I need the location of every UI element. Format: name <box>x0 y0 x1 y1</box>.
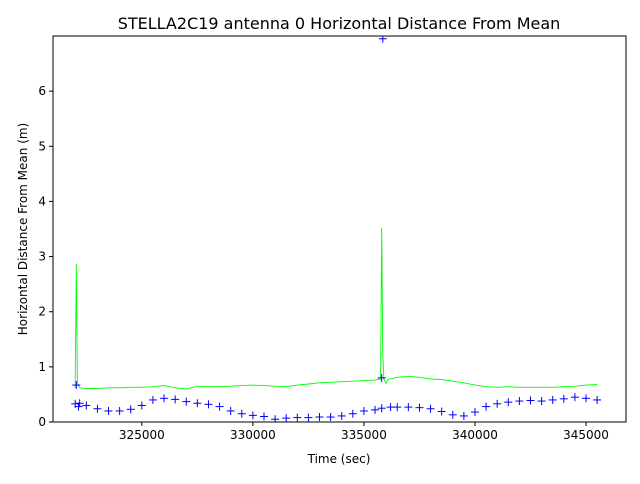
data-point <box>93 404 102 413</box>
data-point <box>293 413 302 422</box>
data-point <box>582 394 591 403</box>
data-point <box>459 411 468 420</box>
axes-frame <box>52 35 627 423</box>
data-point <box>72 381 81 390</box>
data-point <box>148 395 157 404</box>
data-point <box>470 408 479 417</box>
x-tick-label: 340000 <box>452 428 498 442</box>
series-line <box>74 227 598 390</box>
chart-title: STELLA2C19 antenna 0 Horizontal Distance… <box>118 14 561 33</box>
data-point <box>137 401 146 410</box>
y-tick-label: 0 <box>38 415 46 429</box>
x-tick-label: 325000 <box>119 428 165 442</box>
data-point <box>548 395 557 404</box>
y-tick-label: 1 <box>38 360 46 374</box>
data-point <box>74 402 83 411</box>
data-point <box>193 399 202 408</box>
data-point <box>570 393 579 402</box>
data-point <box>248 411 257 420</box>
axes: 325000 330000 335000 340000 345000 0 1 2 3 4 5 6 <box>38 35 627 442</box>
data-point <box>504 398 513 407</box>
data-point <box>393 403 402 412</box>
data-point <box>104 406 113 415</box>
y-axis-label: Horizontal Distance From Mean (m) <box>16 123 30 335</box>
data-point <box>182 397 191 406</box>
data-point <box>537 397 546 406</box>
data-point <box>426 404 435 413</box>
x-tick-label: 345000 <box>563 428 609 442</box>
y-tick-label: 4 <box>38 194 46 208</box>
data-point <box>493 399 502 408</box>
data-point <box>160 394 169 403</box>
data-point <box>437 407 446 416</box>
data-point <box>559 394 568 403</box>
data-point <box>371 405 380 414</box>
data-point <box>82 401 91 410</box>
data-point <box>415 403 424 412</box>
y-tick-label: 3 <box>38 250 46 264</box>
x-tick-label: 335000 <box>341 428 387 442</box>
data-point <box>348 409 357 418</box>
data-point <box>482 402 491 411</box>
plot-inner <box>71 36 602 422</box>
data-point <box>515 397 524 406</box>
data-point <box>282 414 291 422</box>
data-point <box>115 406 124 415</box>
data-point <box>226 406 235 415</box>
data-point <box>204 400 213 409</box>
data-point <box>215 402 224 411</box>
data-point <box>377 404 386 413</box>
y-tick-label: 6 <box>38 84 46 98</box>
y-tick-label: 2 <box>38 305 46 319</box>
data-point <box>526 396 535 405</box>
y-tick-label: 5 <box>38 139 46 153</box>
data-point <box>171 395 180 404</box>
data-point <box>448 410 457 419</box>
data-point <box>75 399 84 408</box>
data-point <box>259 412 268 421</box>
data-point <box>359 406 368 415</box>
data-point <box>337 411 346 420</box>
data-point <box>126 405 135 414</box>
plot-area <box>71 36 602 422</box>
data-point <box>593 395 602 404</box>
data-point <box>315 413 324 422</box>
data-point <box>326 413 335 422</box>
data-point <box>304 413 313 422</box>
data-point <box>237 409 246 418</box>
x-axis-label: Time (sec) <box>307 452 371 466</box>
x-tick-label: 330000 <box>230 428 276 442</box>
data-point <box>377 373 386 382</box>
data-point <box>404 403 413 412</box>
